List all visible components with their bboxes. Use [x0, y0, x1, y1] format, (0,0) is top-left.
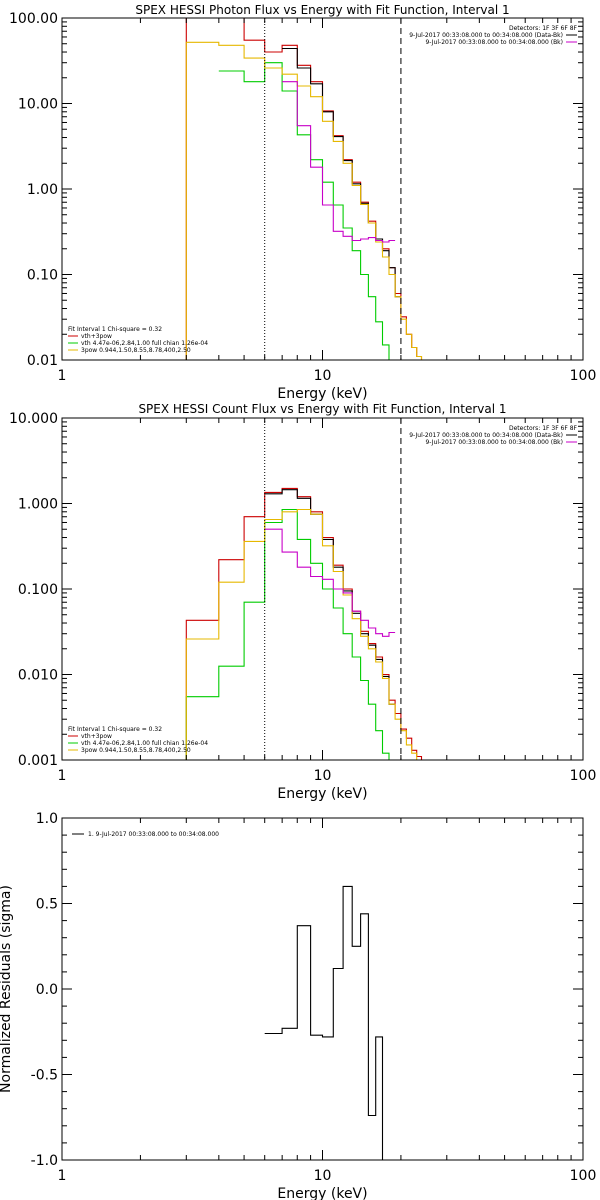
x-axis-label: Energy (keV) [277, 1186, 367, 1200]
y-tick-label: 1.00 [27, 182, 58, 198]
panel-2: SPEX HESSI Count Flux vs Energy with Fit… [9, 402, 596, 802]
series-2-line [282, 47, 401, 298]
x-tick-label: 1 [58, 768, 67, 784]
legend-fit-text: 3pow 0.944,1.50,8.55,8.78,400,2.50 [81, 747, 191, 754]
y-tick-label: 0.100 [18, 582, 58, 598]
panel-1: SPEX HESSI Photon Flux vs Energy with Fi… [9, 3, 596, 402]
legend-fit-text: 3pow 0.944,1.50,8.55,8.78,400,2.50 [81, 347, 191, 354]
series-1-line [264, 885, 384, 1160]
legend-fit-header: Fit Interval 1 Chi-square = 0.32 [68, 326, 162, 333]
legend-entry-text: 9-Jul-2017 00:33:08.000 to 00:34:08.000 … [409, 432, 563, 439]
y-tick-label: -1.0 [31, 1153, 58, 1169]
series-3-line [218, 62, 396, 361]
y-tick-label: 10.000 [9, 411, 58, 427]
x-tick-label: 100 [570, 768, 597, 784]
y-tick-label: 1.0 [36, 811, 58, 827]
y-tick-label: 0.5 [36, 897, 58, 913]
x-tick-label: 100 [570, 1168, 597, 1184]
y-tick-label: -0.5 [31, 1068, 58, 1084]
chart-title: SPEX HESSI Photon Flux vs Energy with Fi… [135, 3, 509, 17]
x-axis-label: Energy (keV) [277, 786, 367, 802]
x-tick-label: 10 [314, 768, 332, 784]
x-tick-label: 10 [314, 1168, 332, 1184]
y-tick-label: 0.010 [18, 668, 58, 684]
y-tick-label: 0.10 [27, 268, 58, 284]
series-4-line [185, 41, 435, 361]
y-tick-label: 0.001 [18, 753, 58, 769]
x-axis-label: Energy (keV) [277, 386, 367, 402]
legend-fit-text: vth+3pow [81, 733, 112, 740]
series-5-line [282, 81, 396, 243]
x-tick-label: 100 [570, 368, 597, 384]
legend-entry-text: 9-Jul-2017 00:33:08.000 to 00:34:08.000 … [425, 439, 563, 446]
y-tick-label: 0.01 [27, 353, 58, 369]
panel-3: 1 10 100 -1.0 -0.5 0.0 0.5 1.0 Energy (keV) Norma… [0, 811, 596, 1200]
series-5-line [264, 528, 396, 637]
legend-fit-text: vth 4.47e-06,2.84,1.00 full chian 1.26e-… [81, 740, 208, 747]
legend-detectors: Detectors: 1F 3F 6F 8F [509, 425, 578, 432]
legend-entry-text: 9-Jul-2017 00:33:08.000 to 00:34:08.000 … [409, 32, 563, 39]
legend-fit-text: vth+3pow [81, 333, 112, 340]
legend-detectors: Detectors: 1F 3F 6F 8F [509, 25, 578, 32]
series-2-line [264, 489, 396, 705]
x-tick-label: 1 [58, 1168, 67, 1184]
legend-fit-text: vth 4.47e-06,2.84,1.00 full chian 1.26e-… [81, 340, 208, 347]
y-tick-label: 0.0 [36, 982, 58, 998]
legend-fit-header: Fit Interval 1 Chi-square = 0.32 [68, 726, 162, 733]
series-4-line [185, 508, 435, 761]
y-tick-label: 10.00 [18, 97, 58, 113]
series-3-line [185, 508, 396, 761]
chart-title: SPEX HESSI Count Flux vs Energy with Fit… [138, 402, 506, 416]
legend-entry-text: 9-Jul-2017 00:33:08.000 to 00:34:08.000 … [425, 39, 563, 46]
x-tick-label: 10 [314, 368, 332, 384]
legend-residual-text: 1. 9-Jul-2017 00:33:08.000 to 00:34:08.0… [88, 831, 219, 838]
plot-frame [61, 817, 584, 1161]
x-tick-label: 1 [58, 368, 67, 384]
y-tick-label: 100.00 [9, 11, 58, 27]
y-axis-label: Normalized Residuals (sigma) [0, 885, 14, 1093]
y-tick-label: 1.000 [18, 497, 58, 513]
